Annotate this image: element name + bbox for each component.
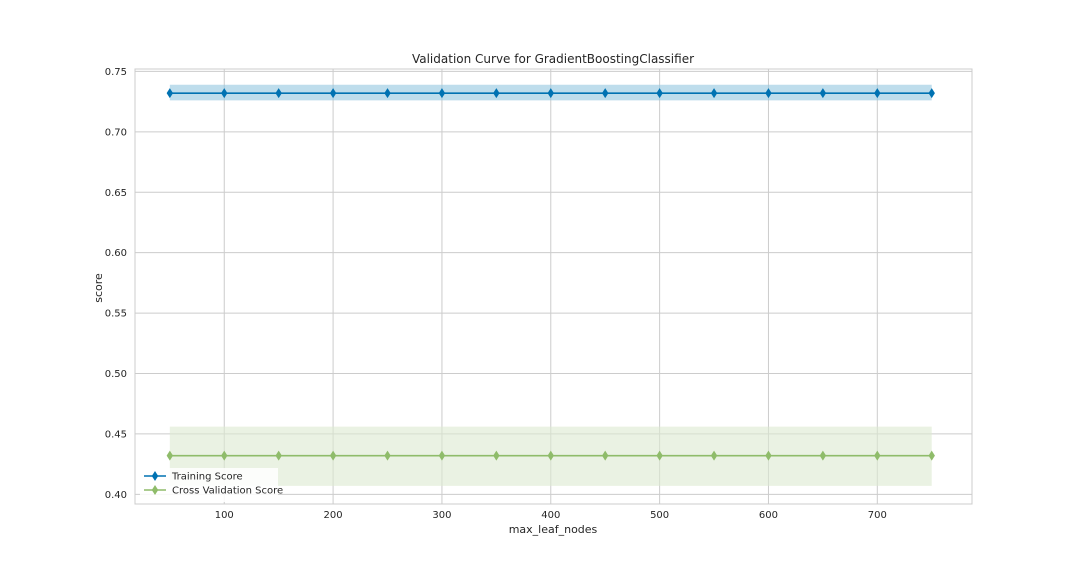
point-series-0	[765, 88, 772, 99]
point-series-0	[493, 88, 500, 99]
point-series-0	[602, 88, 609, 99]
point-series-0	[819, 88, 827, 99]
point-series-1	[765, 450, 772, 461]
y-tick-label: 0.75	[105, 67, 127, 78]
point-series-0	[547, 88, 554, 99]
y-tick-label: 0.60	[105, 248, 127, 259]
x-tick-label: 400	[541, 510, 560, 521]
legend-marker-1	[151, 485, 159, 495]
y-tick-label: 0.70	[105, 127, 127, 138]
point-series-0	[710, 88, 718, 99]
y-tick-label: 0.40	[105, 490, 127, 501]
legend-label-0: Training Score	[171, 472, 243, 483]
x-tick-label: 300	[432, 510, 451, 521]
legend-box	[140, 468, 278, 502]
point-series-0	[928, 88, 935, 99]
point-series-0	[656, 88, 663, 99]
x-tick-label: 200	[324, 510, 343, 521]
point-series-0	[384, 88, 391, 99]
point-series-1	[710, 450, 718, 461]
point-series-0	[275, 88, 282, 99]
legend-marker-0	[151, 471, 159, 481]
point-series-1	[493, 450, 500, 461]
chart-title: Validation Curve for GradientBoostingCla…	[412, 52, 694, 66]
point-series-1	[166, 450, 174, 461]
point-series-0	[329, 88, 337, 99]
point-series-1	[384, 450, 391, 461]
point-series-1	[656, 450, 663, 461]
legend-label-1: Cross Validation Score	[172, 486, 283, 497]
y-tick-label: 0.65	[105, 188, 127, 199]
series-markers	[166, 88, 935, 461]
point-series-1	[329, 450, 337, 461]
point-series-0	[221, 88, 228, 99]
plot-frame	[134, 68, 973, 505]
y-tick-label: 0.45	[105, 429, 127, 440]
x-tick-label: 600	[759, 510, 778, 521]
point-series-1	[928, 450, 935, 461]
y-axis-title: score	[92, 273, 105, 303]
point-series-0	[874, 88, 881, 99]
legend: Training Score Cross Validation Score	[140, 468, 283, 502]
x-tick-label: 500	[650, 510, 669, 521]
grid	[135, 69, 972, 504]
x-tick-label: 100	[215, 510, 234, 521]
y-tick-label: 0.50	[105, 369, 127, 380]
y-tick-labels: 0.40 0.45 0.50 0.55 0.60 0.65 0.70 0.75	[105, 67, 127, 501]
point-series-1	[874, 450, 881, 461]
point-series-1	[221, 450, 228, 461]
x-axis-title: max_leaf_nodes	[509, 523, 598, 536]
point-series-0	[166, 88, 174, 99]
point-series-1	[438, 450, 446, 461]
x-tick-labels: 100 200 300 400 500 600 700	[215, 510, 887, 521]
point-series-1	[275, 450, 282, 461]
y-tick-label: 0.55	[105, 309, 127, 320]
point-series-0	[438, 88, 446, 99]
point-series-1	[602, 450, 609, 461]
point-series-1	[547, 450, 554, 461]
point-series-1	[819, 450, 827, 461]
x-tick-label: 700	[868, 510, 887, 521]
